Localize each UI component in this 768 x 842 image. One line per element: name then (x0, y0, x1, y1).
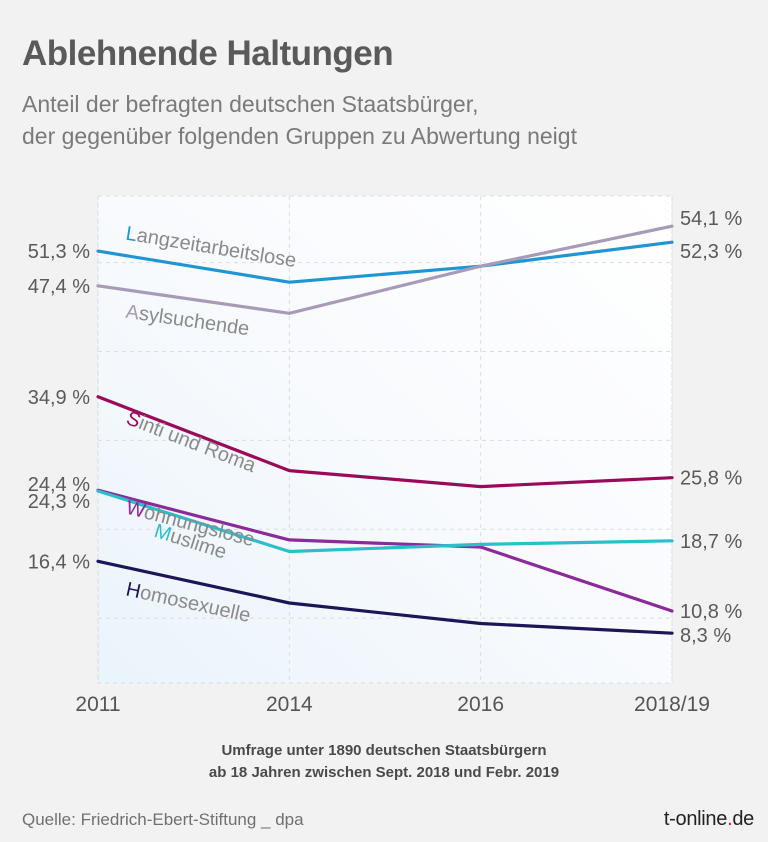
series-label-initial: M (151, 520, 174, 546)
value-labels: 51,3 % 52,3 % 47,4 % 54,1 % 34,9 % 25,8 % 24,4… (28, 208, 743, 647)
plot-area (98, 196, 672, 683)
end-value-label: 10,8 % (680, 601, 742, 623)
start-value-label: 47,4 % (28, 276, 90, 298)
chart-title: Ablehnende Haltungen (22, 34, 394, 73)
series-line-sinti-und-roma (96, 395, 674, 489)
x-axis-ticks: 2011 2014 2016 2018/19 (75, 693, 710, 716)
end-value-label: 8,3 % (680, 625, 731, 647)
chart-subtitle: Anteil der befragten deutschen Staatsbür… (22, 88, 742, 152)
x-tick-label: 2011 (75, 693, 120, 716)
start-value-label: 51,3 % (28, 241, 90, 263)
brand-main: t-online (663, 808, 728, 830)
x-tick-label: 2014 (266, 693, 313, 716)
grid (97, 195, 673, 684)
series-label-initial: L (124, 223, 139, 246)
brand-logo: t-online.de (664, 808, 754, 831)
series-line-muslime (96, 489, 674, 554)
end-value-label: 52,3 % (680, 241, 742, 263)
x-tick-label: 2018/19 (634, 693, 710, 716)
series-line-wohnungslose (96, 488, 674, 613)
series-label-initial: H (124, 579, 143, 604)
series-line-langzeitarbeitslose (96, 240, 674, 284)
series-line-homosexuelle (96, 559, 674, 635)
source-credit: Quelle: Friedrich-Ebert-Stiftung _ dpa (22, 810, 304, 829)
survey-note: Umfrage unter 1890 deutschen Staatsbürge… (0, 740, 768, 784)
start-value-label: 34,9 % (28, 387, 90, 409)
brand-tld: de (732, 808, 754, 830)
end-value-label: 25,8 % (680, 468, 742, 490)
start-value-label: 16,4 % (28, 551, 90, 573)
series-label-initial: A (124, 301, 141, 325)
subtitle-line-1: Anteil der befragten deutschen Staatsbür… (22, 91, 479, 117)
series-line-asylsuchende (96, 224, 674, 315)
note-line-1: Umfrage unter 1890 deutschen Staatsbürge… (221, 742, 547, 759)
start-value-label: 24,3 % (28, 491, 90, 513)
brand-dot: . (727, 808, 733, 830)
subtitle-line-2: der gegenüber folgenden Gruppen zu Abwer… (22, 123, 577, 149)
note-line-2: ab 18 Jahren zwischen Sept. 2018 und Feb… (208, 764, 560, 781)
start-value-label: 24,4 % (28, 474, 90, 496)
series-lines (96, 224, 674, 635)
x-tick-label: 2016 (457, 693, 504, 716)
series-label-initial: W (124, 497, 148, 523)
end-value-label: 54,1 % (680, 208, 742, 230)
end-value-label: 18,7 % (680, 531, 742, 553)
